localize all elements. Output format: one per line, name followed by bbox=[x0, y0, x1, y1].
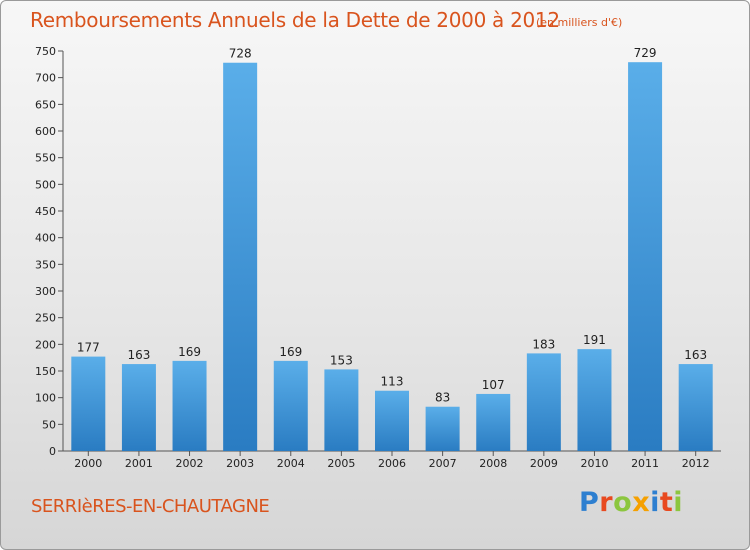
logo-letter: i bbox=[650, 487, 660, 518]
chart-title: Remboursements Annuels de la Dette de 20… bbox=[30, 8, 560, 32]
bar bbox=[71, 356, 106, 451]
bar bbox=[172, 360, 207, 451]
proxiti-logo[interactable]: Proxiti bbox=[579, 487, 683, 518]
logo-letter: r bbox=[599, 487, 614, 518]
bar bbox=[526, 353, 561, 451]
data-label: 729 bbox=[634, 46, 657, 60]
data-label: 163 bbox=[127, 348, 150, 362]
bar bbox=[678, 364, 713, 451]
y-tick-label: 400 bbox=[35, 232, 56, 245]
x-tick-label: 2001 bbox=[125, 457, 153, 470]
y-tick-label: 550 bbox=[35, 152, 56, 165]
data-label: 183 bbox=[532, 337, 555, 351]
x-tick-label: 2007 bbox=[429, 457, 457, 470]
y-tick-label: 0 bbox=[49, 445, 56, 458]
chart-subtitle: (en milliers d'€) bbox=[536, 16, 623, 29]
data-label: 113 bbox=[381, 375, 404, 389]
data-label: 83 bbox=[435, 391, 450, 405]
data-label: 191 bbox=[583, 333, 606, 347]
x-tick-label: 2010 bbox=[580, 457, 608, 470]
data-label: 169 bbox=[178, 345, 201, 359]
y-tick-label: 700 bbox=[35, 72, 56, 85]
logo-letter: x bbox=[632, 487, 651, 518]
y-tick-label: 300 bbox=[35, 285, 56, 298]
logo-letter: t bbox=[659, 487, 674, 518]
x-tick-label: 2006 bbox=[378, 457, 406, 470]
y-tick-label: 50 bbox=[42, 418, 56, 431]
bar bbox=[628, 62, 663, 451]
x-tick-label: 2002 bbox=[176, 457, 204, 470]
bar bbox=[375, 390, 409, 451]
y-axis: 0 50 100 150 200 250 300 350 400 450 500 550 600 650 7… bbox=[35, 45, 64, 458]
bar bbox=[223, 62, 258, 451]
x-tick-label: 2012 bbox=[682, 457, 710, 470]
y-tick-label: 150 bbox=[35, 365, 56, 378]
x-axis: 2000 2001 2002 2003 2004 2005 2006 2007 2008 2009… bbox=[63, 450, 721, 470]
data-label: 153 bbox=[330, 353, 353, 367]
data-label: 107 bbox=[482, 378, 505, 392]
bars bbox=[71, 62, 713, 451]
y-tick-label: 750 bbox=[35, 45, 56, 58]
y-tick-label: 500 bbox=[35, 178, 56, 191]
logo-letter: o bbox=[613, 487, 633, 518]
data-label: 728 bbox=[229, 47, 252, 61]
y-tick-label: 600 bbox=[35, 125, 56, 138]
bar bbox=[121, 364, 156, 451]
bar bbox=[273, 360, 308, 451]
x-tick-label: 2009 bbox=[530, 457, 558, 470]
y-tick-label: 450 bbox=[35, 205, 56, 218]
data-label: 169 bbox=[279, 345, 302, 359]
bar bbox=[476, 393, 511, 451]
bar-labels: 177 163 169 728 169 153 113 83 107 183 191 729 163 bbox=[77, 46, 707, 405]
commune-name: SERRIèRES-EN-CHAUTAGNE bbox=[31, 496, 270, 517]
x-tick-label: 2003 bbox=[226, 457, 254, 470]
y-tick-label: 250 bbox=[35, 312, 56, 325]
bar bbox=[324, 369, 359, 451]
y-tick-label: 350 bbox=[35, 258, 56, 271]
data-label: 177 bbox=[77, 341, 100, 355]
logo-letter: i bbox=[673, 487, 684, 518]
x-tick-label: 2004 bbox=[277, 457, 305, 470]
x-tick-label: 2000 bbox=[74, 457, 102, 470]
y-tick-label: 200 bbox=[35, 338, 56, 351]
bar bbox=[425, 406, 460, 451]
bar bbox=[577, 349, 612, 451]
logo-letter: P bbox=[579, 487, 600, 518]
x-tick-label: 2005 bbox=[327, 457, 355, 470]
data-label: 163 bbox=[684, 348, 707, 362]
x-tick-label: 2011 bbox=[631, 457, 659, 470]
y-tick-label: 100 bbox=[35, 392, 56, 405]
y-tick-label: 650 bbox=[35, 98, 56, 111]
x-tick-label: 2008 bbox=[479, 457, 507, 470]
